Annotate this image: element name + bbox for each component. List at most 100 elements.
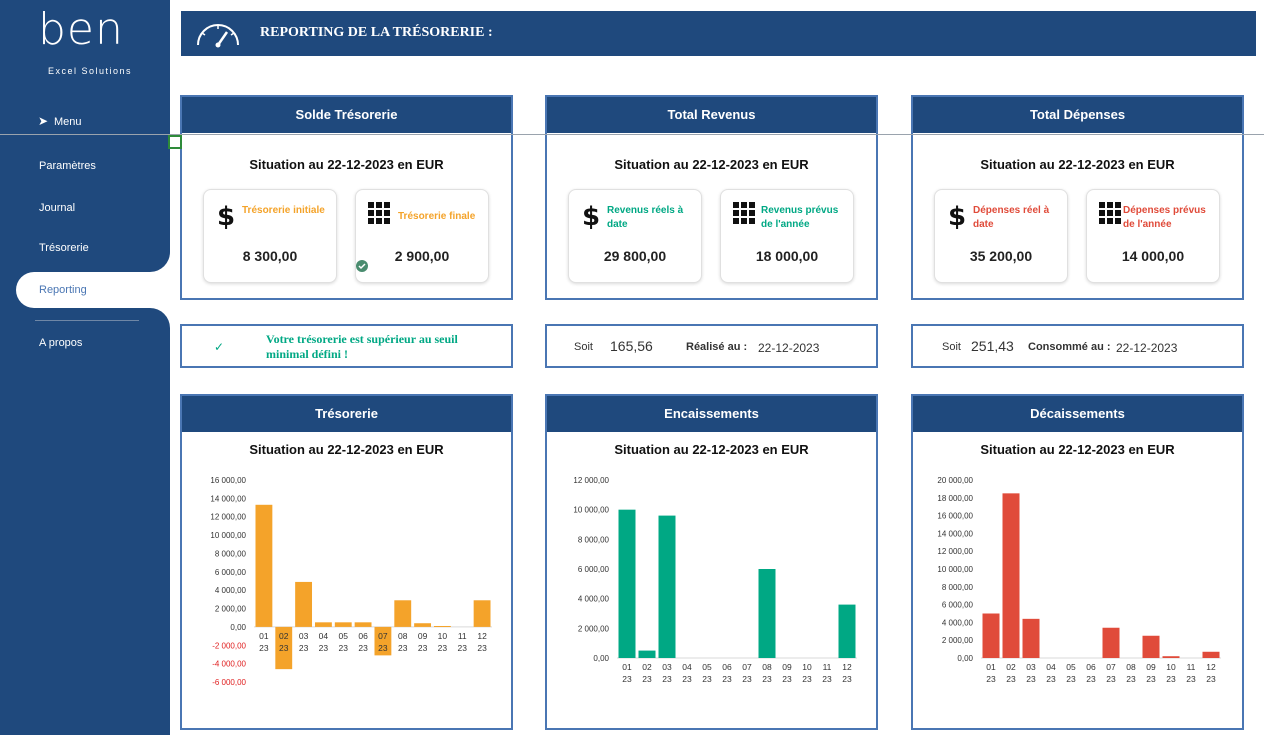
sidebar-item-parametres[interactable]: Paramètres <box>0 160 170 180</box>
tile-label: Revenus réels à date <box>607 205 684 230</box>
x-tick-label: 11 <box>823 662 832 672</box>
x-tick-label: 23 <box>458 643 468 653</box>
page-header: REPORTING DE LA TRÉSORERIE : <box>181 11 1256 56</box>
realise-label: Réalisé au : <box>686 341 748 353</box>
soit-label: Soit <box>574 341 593 353</box>
x-tick-label: 12 <box>842 662 852 672</box>
dollar-icon: $ <box>582 202 600 230</box>
chart-title: Décaissements <box>913 396 1242 432</box>
sidebar-item-label: Reporting <box>39 284 87 296</box>
x-tick-label: 23 <box>1146 674 1156 684</box>
realise-date: 22-12-2023 <box>758 341 820 355</box>
y-tick-label: 2 000,00 <box>942 636 974 645</box>
tile-label: Dépenses prévus de l'année <box>1123 205 1206 230</box>
bar <box>758 569 776 658</box>
sidebar-item-journal[interactable]: Journal <box>0 202 170 222</box>
x-tick-label: 23 <box>802 674 812 684</box>
y-tick-label: 12 000,00 <box>210 513 246 522</box>
x-tick-label: 02 <box>642 662 652 672</box>
y-tick-label: -6 000,00 <box>212 678 246 687</box>
x-tick-label: 04 <box>682 662 692 672</box>
treso-status-message: Votre trésorerie est supérieur au seuil … <box>266 332 458 361</box>
card-total-revenus: Total Revenus Situation au 22-12-2023 en… <box>545 95 878 300</box>
x-tick-label: 03 <box>299 631 309 641</box>
menu-label: Menu <box>54 116 82 128</box>
x-tick-label: 09 <box>782 662 792 672</box>
bar <box>275 626 293 670</box>
menu-toggle[interactable]: ➤ Menu <box>0 112 170 134</box>
x-tick-label: 23 <box>622 674 632 684</box>
bar <box>1202 651 1220 658</box>
y-tick-label: -4 000,00 <box>212 660 246 669</box>
x-tick-label: 02 <box>1006 662 1016 672</box>
y-tick-label: 12 000,00 <box>573 476 609 485</box>
tile-label: Trésorerie finale <box>398 211 476 222</box>
card-situation: Situation au 22-12-2023 en EUR <box>980 157 1175 172</box>
y-tick-label: -2 000,00 <box>212 641 246 650</box>
x-tick-label: 05 <box>339 631 349 641</box>
x-tick-label: 23 <box>722 674 732 684</box>
x-tick-label: 10 <box>802 662 812 672</box>
bar <box>1162 656 1180 658</box>
chart-title: Encaissements <box>547 396 876 432</box>
chart-tresorerie: -6 000,00 -4 000,00 -2 000,00 0,00 2 000,00 4… <box>210 476 492 687</box>
tile-tresorerie-finale: Trésorerie finale 2 900,00 <box>355 189 489 283</box>
x-tick-label: 23 <box>319 643 329 653</box>
chart-card-encaissements: Encaissements Situation au 22-12-2023 en… <box>545 394 878 730</box>
x-tick-label: 08 <box>398 631 408 641</box>
sidebar-item-apropos[interactable]: A propos <box>0 337 170 357</box>
chart-subtitle: Situation au 22-12-2023 en EUR <box>980 442 1175 457</box>
check-icon: ✓ <box>214 340 225 354</box>
tile-value: 29 800,00 <box>603 248 667 264</box>
bar <box>414 623 432 627</box>
divider-line <box>0 134 1264 135</box>
soit-value: 165,56 <box>610 338 653 354</box>
y-tick-label: 6 000,00 <box>942 601 974 610</box>
sidebar-divider <box>35 320 139 321</box>
y-tick-label: 6 000,00 <box>215 568 247 577</box>
x-tick-label: 10 <box>438 631 448 641</box>
y-tick-label: 8 000,00 <box>578 535 610 544</box>
tile-revenus-prevus: Revenus prévus de l'année 18 000,00 <box>720 189 854 283</box>
x-tick-label: 04 <box>1046 662 1056 672</box>
x-tick-label: 23 <box>642 674 652 684</box>
x-tick-label: 07 <box>378 631 388 641</box>
x-tick-label: 23 <box>398 643 408 653</box>
y-tick-label: 14 000,00 <box>937 529 973 538</box>
y-tick-label: 10 000,00 <box>573 506 609 515</box>
dollar-icon: $ <box>948 202 966 230</box>
bar <box>394 600 412 627</box>
x-tick-label: 11 <box>1187 662 1196 672</box>
x-tick-label: 23 <box>682 674 692 684</box>
tile-depenses-prevus: Dépenses prévus de l'année 14 000,00 <box>1086 189 1220 283</box>
chart-subtitle: Situation au 22-12-2023 en EUR <box>249 442 444 457</box>
x-tick-label: 23 <box>986 674 996 684</box>
x-tick-label: 23 <box>1026 674 1036 684</box>
grid-icon <box>368 202 390 224</box>
sidebar-item-tresorerie[interactable]: Trésorerie <box>0 242 170 262</box>
bar <box>255 504 273 627</box>
tile-value: 8 300,00 <box>242 248 298 264</box>
bar <box>1022 618 1040 658</box>
page-title: REPORTING DE LA TRÉSORERIE : <box>260 25 493 40</box>
x-tick-label: 07 <box>1106 662 1116 672</box>
x-tick-label: 23 <box>1086 674 1096 684</box>
x-tick-label: 12 <box>477 631 487 641</box>
x-tick-label: 12 <box>1206 662 1216 672</box>
x-tick-label: 23 <box>477 643 487 653</box>
chart-subtitle: Situation au 22-12-2023 en EUR <box>614 442 809 457</box>
x-tick-label: 23 <box>1166 674 1176 684</box>
y-tick-label: 16 000,00 <box>210 476 246 485</box>
svg-text:$: $ <box>948 202 966 230</box>
y-tick-label: 4 000,00 <box>215 586 247 595</box>
y-tick-label: 10 000,00 <box>937 565 973 574</box>
selection-highlight <box>16 272 170 308</box>
y-tick-label: 10 000,00 <box>210 531 246 540</box>
sidebar-item-reporting[interactable]: Reporting <box>0 284 170 304</box>
x-tick-label: 23 <box>762 674 772 684</box>
y-tick-label: 16 000,00 <box>937 512 973 521</box>
cell-cursor <box>168 135 182 149</box>
y-tick-label: 2 000,00 <box>578 624 610 633</box>
dollar-icon: $ <box>217 202 235 230</box>
bar <box>982 613 1000 658</box>
